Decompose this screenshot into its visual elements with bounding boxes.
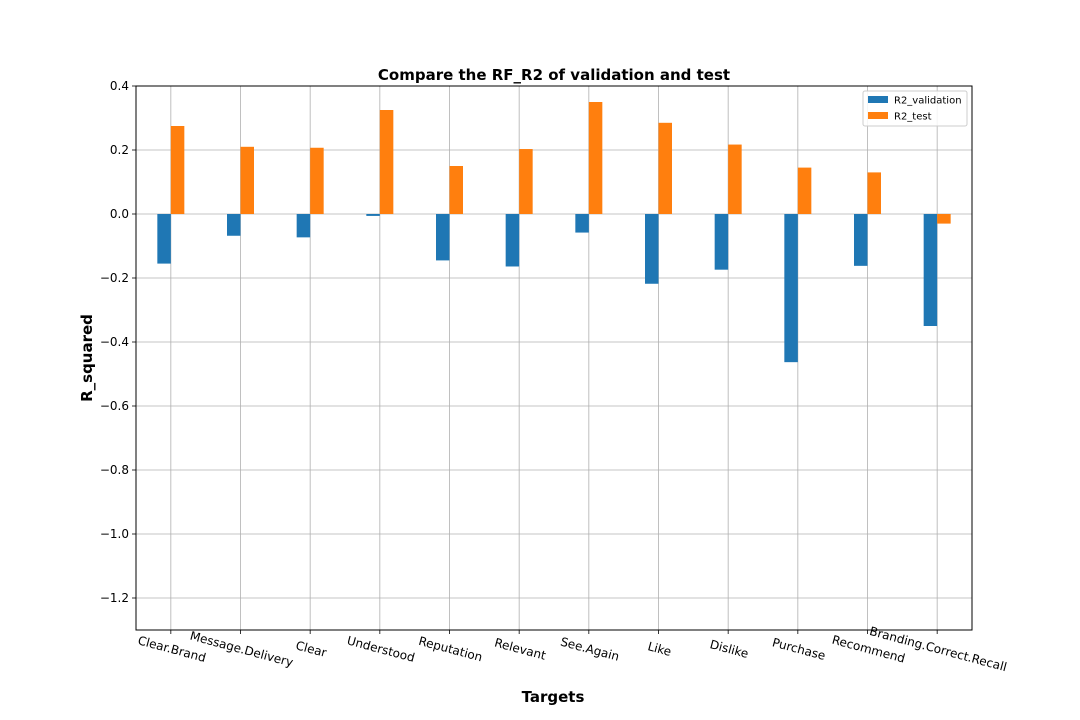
chart-title: Compare the RF_R2 of validation and test	[378, 66, 730, 84]
x-tick-label: Like	[646, 639, 673, 659]
bar-r2-test	[588, 102, 603, 214]
legend-box	[862, 90, 968, 127]
x-axis-label: Targets	[522, 688, 585, 706]
bar-r2-test	[449, 166, 463, 214]
y-tick-label: −0.4	[100, 335, 129, 349]
bar-r2-validation	[923, 214, 938, 326]
x-tick-label: See.Again	[559, 635, 621, 664]
bar-r2-test	[310, 147, 324, 214]
bar-r2-validation	[645, 214, 659, 284]
y-axis-label: R_squared	[78, 314, 96, 402]
legend-label-test: R2_test	[894, 112, 932, 123]
plot-frame	[135, 85, 973, 631]
bar-r2-validation	[784, 214, 798, 363]
x-tick-label: Reputation	[417, 634, 484, 664]
grid-lines	[136, 85, 972, 630]
bar-r2-validation	[436, 214, 450, 261]
y-tick-label: 0.4	[110, 79, 129, 93]
bar-r2-validation	[296, 214, 311, 238]
legend-swatch-validation	[868, 96, 888, 103]
y-tick-label: −0.8	[100, 463, 129, 477]
x-tick-label: Clear	[294, 638, 328, 660]
y-tick-label: −0.6	[100, 399, 129, 413]
y-tick-label: −0.2	[100, 271, 129, 285]
legend: R2_validation R2_test	[862, 90, 968, 127]
bar-r2-validation	[854, 214, 868, 266]
bar-r2-validation	[505, 214, 520, 267]
bars	[157, 102, 951, 363]
x-tick-label: Understood	[345, 633, 416, 665]
bar-r2-test	[658, 122, 672, 214]
bar-r2-validation	[366, 214, 380, 216]
bar-r2-test	[379, 110, 394, 214]
bar-r2-test	[728, 144, 742, 214]
bar-r2-test	[797, 167, 812, 214]
y-ticks: 0.4 0.2 0.0 −0.2 −0.4 −0.6 −0.8 −1.0 −1.2	[100, 79, 136, 605]
y-tick-label: 0.2	[110, 143, 129, 157]
y-tick-label: −1.0	[100, 527, 129, 541]
y-tick-label: −1.2	[100, 591, 129, 605]
bar-r2-test	[240, 146, 254, 214]
x-tick-label: Message.Delivery	[188, 629, 294, 670]
legend-swatch-test	[868, 112, 888, 119]
bar-r2-validation	[157, 214, 171, 264]
bar-r2-validation	[227, 214, 241, 236]
x-tick-label: Purchase	[771, 635, 827, 663]
x-tick-label: Relevant	[493, 636, 548, 663]
bar-r2-validation	[575, 214, 589, 233]
bar-r2-test	[170, 126, 185, 214]
y-tick-label: 0.0	[110, 207, 129, 221]
x-tick-label: Dislike	[708, 637, 750, 661]
bar-r2-test	[937, 214, 951, 224]
legend-label-validation: R2_validation	[894, 96, 962, 107]
bar-r2-test	[519, 149, 533, 214]
bar-r2-validation	[714, 214, 729, 270]
bar-r2-test	[867, 172, 881, 214]
